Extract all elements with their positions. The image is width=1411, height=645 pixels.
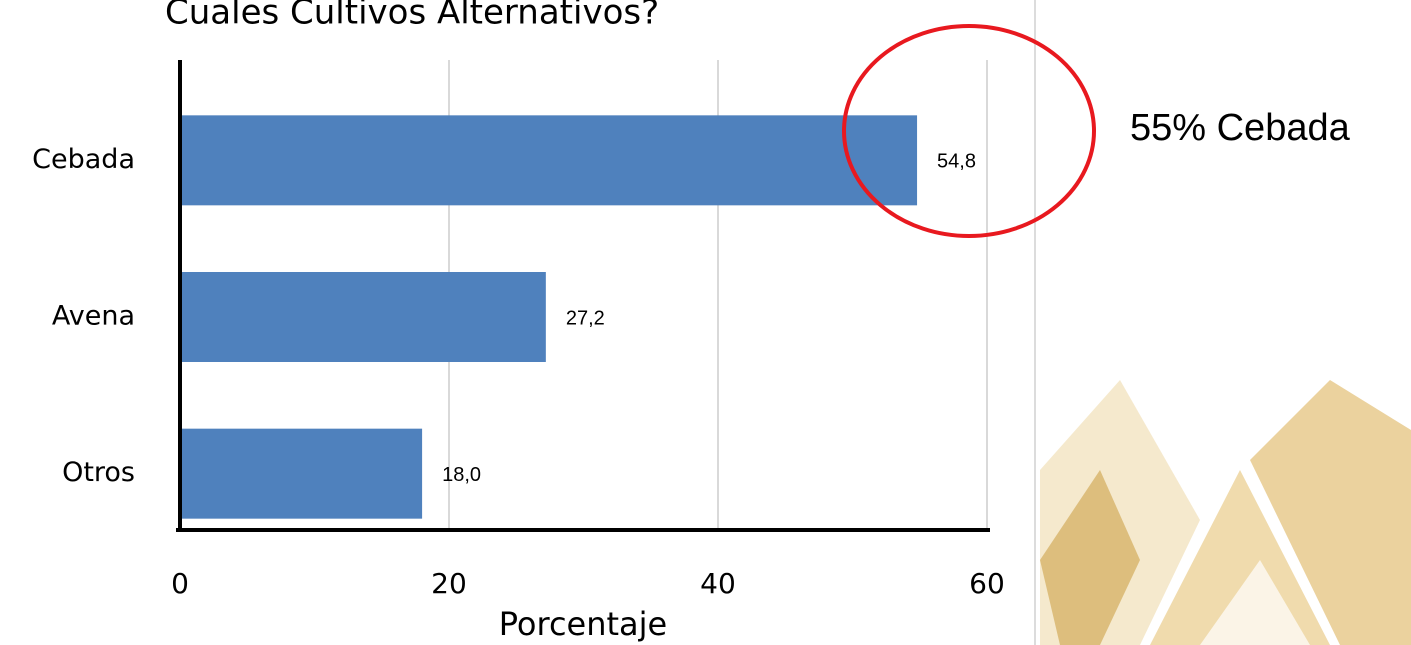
x-tick-label: 60: [969, 567, 1005, 600]
value-label: 54,8: [937, 151, 976, 173]
x-tick-label: 0: [171, 567, 189, 600]
annotation: 55% Cebada: [1130, 107, 1351, 149]
x-axis-label: Porcentaje: [499, 605, 667, 643]
plot: 0 20 40 60 Cebada 54,8 Avena 27,2 Otros 18,0: [32, 24, 1096, 600]
bar: [180, 272, 546, 362]
value-label: 27,2: [566, 307, 605, 329]
value-label: 18,0: [442, 464, 481, 486]
bar: [180, 115, 918, 206]
y-tick-label: Otros: [62, 457, 135, 488]
chart-title: Cuales Cultivos Alternativos?: [165, 0, 659, 33]
x-tick-label: 20: [431, 567, 467, 600]
decor: [1034, 0, 1411, 645]
y-tick-label: Cebada: [32, 144, 135, 175]
bar: [180, 428, 423, 519]
x-tick-label: 40: [700, 567, 736, 600]
y-tick-label: Avena: [52, 301, 135, 332]
highlight-circle: [842, 24, 1096, 238]
